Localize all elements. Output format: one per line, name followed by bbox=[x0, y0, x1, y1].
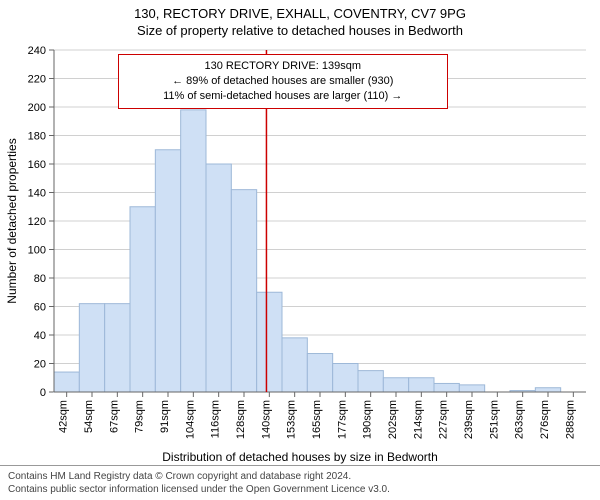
svg-text:200: 200 bbox=[28, 102, 46, 114]
svg-text:116sqm: 116sqm bbox=[210, 400, 222, 438]
svg-text:100: 100 bbox=[28, 245, 46, 257]
svg-text:251sqm: 251sqm bbox=[488, 400, 500, 439]
svg-text:202sqm: 202sqm bbox=[387, 400, 399, 439]
histogram-bar bbox=[459, 385, 484, 392]
svg-text:104sqm: 104sqm bbox=[184, 400, 196, 439]
svg-text:140sqm: 140sqm bbox=[260, 400, 272, 439]
chart-title: 130, RECTORY DRIVE, EXHALL, COVENTRY, CV… bbox=[0, 0, 600, 21]
histogram-bar bbox=[383, 378, 408, 392]
svg-text:91sqm: 91sqm bbox=[159, 400, 171, 433]
histogram-bar bbox=[535, 388, 560, 392]
svg-text:227sqm: 227sqm bbox=[438, 400, 450, 439]
svg-text:80: 80 bbox=[34, 273, 46, 285]
svg-text:190sqm: 190sqm bbox=[362, 400, 374, 439]
histogram-bar bbox=[434, 383, 459, 392]
histogram-bar bbox=[409, 378, 434, 392]
y-axis-label: Number of detached properties bbox=[5, 138, 19, 303]
svg-text:0: 0 bbox=[40, 387, 46, 399]
chart-subtitle: Size of property relative to detached ho… bbox=[0, 21, 600, 38]
svg-text:165sqm: 165sqm bbox=[311, 400, 323, 439]
svg-text:263sqm: 263sqm bbox=[514, 400, 526, 439]
annotation-box: 130 RECTORY DRIVE: 139sqm← 89% of detach… bbox=[118, 54, 448, 109]
svg-text:67sqm: 67sqm bbox=[108, 400, 120, 433]
svg-text:288sqm: 288sqm bbox=[564, 400, 576, 439]
footer-line: Contains HM Land Registry data © Crown c… bbox=[8, 470, 592, 483]
histogram-bar bbox=[307, 354, 332, 392]
histogram-bar bbox=[206, 164, 231, 392]
histogram-bar bbox=[358, 371, 383, 392]
svg-text:120: 120 bbox=[28, 216, 46, 228]
footer-line: Contains public sector information licen… bbox=[8, 483, 592, 496]
annotation-line: 130 RECTORY DRIVE: 139sqm bbox=[129, 59, 437, 74]
svg-text:42sqm: 42sqm bbox=[58, 400, 70, 433]
histogram-bar bbox=[231, 190, 256, 392]
svg-text:40: 40 bbox=[34, 330, 46, 342]
histogram-bar bbox=[257, 292, 282, 392]
footer: Contains HM Land Registry data © Crown c… bbox=[0, 465, 600, 500]
histogram-bar bbox=[155, 150, 180, 392]
histogram-bar bbox=[282, 338, 307, 392]
svg-text:54sqm: 54sqm bbox=[83, 400, 95, 433]
chart-area: 0 20 40 60 80 100 120 140 160 180 200 220 240 42sqm 54… bbox=[0, 44, 600, 446]
histogram-bar bbox=[105, 304, 130, 392]
svg-text:153sqm: 153sqm bbox=[286, 400, 298, 439]
svg-text:276sqm: 276sqm bbox=[539, 400, 551, 439]
svg-text:128sqm: 128sqm bbox=[235, 400, 247, 439]
svg-text:177sqm: 177sqm bbox=[336, 400, 348, 439]
svg-text:220: 220 bbox=[28, 74, 46, 86]
svg-text:160: 160 bbox=[28, 159, 46, 171]
svg-text:140: 140 bbox=[28, 188, 46, 200]
svg-text:240: 240 bbox=[28, 45, 46, 57]
annotation-line: ← 89% of detached houses are smaller (93… bbox=[129, 74, 437, 89]
annotation-line: 11% of semi-detached houses are larger (… bbox=[129, 89, 437, 104]
svg-text:20: 20 bbox=[34, 359, 46, 371]
histogram-bar bbox=[130, 207, 155, 392]
histogram-bar bbox=[79, 304, 104, 392]
svg-text:214sqm: 214sqm bbox=[412, 400, 424, 439]
histogram-bar bbox=[181, 110, 206, 392]
svg-text:180: 180 bbox=[28, 131, 46, 143]
histogram-bar bbox=[54, 372, 79, 392]
svg-text:79sqm: 79sqm bbox=[134, 400, 146, 433]
svg-text:60: 60 bbox=[34, 302, 46, 314]
svg-text:239sqm: 239sqm bbox=[463, 400, 475, 439]
histogram-bar bbox=[333, 364, 358, 393]
x-axis-label: Distribution of detached houses by size … bbox=[0, 450, 600, 464]
